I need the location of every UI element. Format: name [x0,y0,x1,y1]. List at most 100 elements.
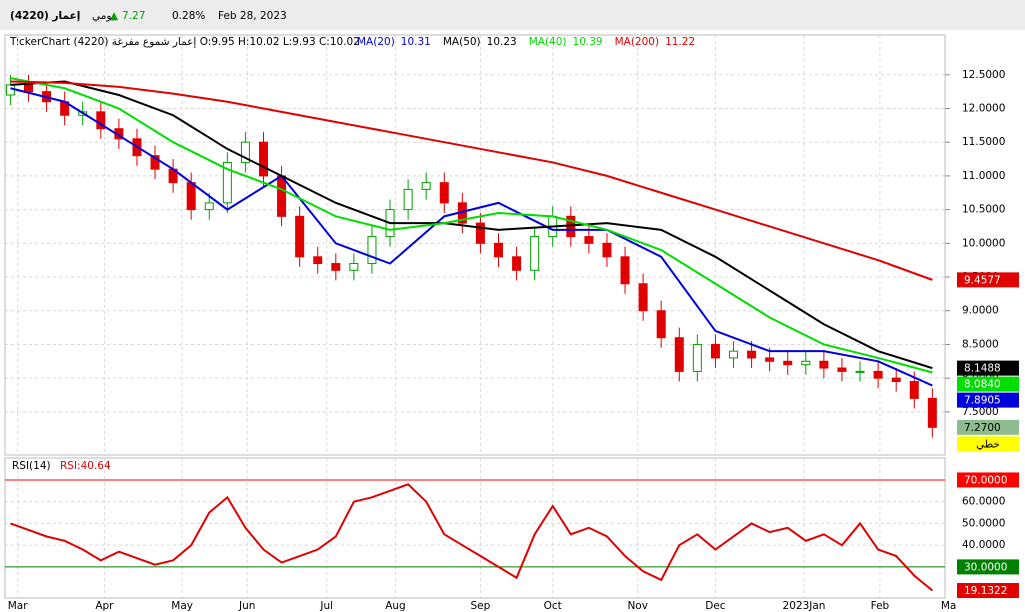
y-tick-label: 9.0000 [962,305,999,317]
x-tick-label: Aug [385,600,406,612]
x-tick-label: Apr [95,600,114,612]
value-badge [957,583,1019,599]
change-arrow: ▲ [110,10,119,22]
candle-body [331,263,341,271]
top-bar [0,0,1025,30]
y-tick-label: 12.0000 [962,102,1005,114]
x-tick-label: Dec [705,600,726,612]
rsi-pane [4,457,946,599]
rsi-current: RSI:40.64 [60,460,111,472]
value-badge-label: 8.1488 [964,363,1001,375]
candle-body [584,236,594,244]
candle-body [729,350,738,359]
y-tick-label: 50.0000 [962,517,1005,529]
candle-body [620,256,630,285]
scale-mode-badge [957,436,1019,452]
candle-body [891,377,901,383]
legend-title: TickerChart إعمار شموع مفرغة (4220) O:9.… [9,36,360,48]
x-tick-label: Mar [8,600,28,612]
legend-value: 10.23 [487,36,517,48]
candle-body [277,175,287,217]
candle-body [349,263,359,271]
candle-body [421,182,431,190]
y-tick-label: 60.0000 [962,496,1005,508]
line [10,77,933,374]
y-tick-label: 12.5000 [962,69,1005,81]
candle-body [909,381,919,399]
candle-body [530,236,540,271]
candle-body [674,337,684,372]
value-badge-label: 9.4577 [964,274,1001,286]
candle-body [855,370,865,373]
legend-name: MA(200) [615,36,659,48]
candle-body [295,215,305,258]
value-badge-label: 8.0840 [964,379,1001,391]
candle-body [765,357,775,362]
x-tick-label: Jun [238,600,255,612]
candle-body [204,202,214,211]
value-badge [957,472,1019,488]
candle-body [710,343,720,359]
value-badge-label: 30.0000 [964,561,1007,573]
price-pane [4,34,946,456]
value-badge-label: 19.1322 [964,585,1007,597]
y-tick-label: 11.5000 [962,136,1005,148]
value-badge-label: 7.2700 [964,422,1001,434]
y-tick-label: 10.5000 [962,204,1005,216]
candle-body [313,256,323,265]
legend-value: 10.31 [401,36,431,48]
candle-body [240,141,250,163]
candle-body [747,350,757,359]
scale-mode: خطي [976,438,1000,450]
candle-body [837,367,847,372]
candle-body [494,242,503,258]
y-tick-label: 8.5000 [962,338,999,350]
x-tick-label: 2023Jan [783,600,826,612]
x-tick-label: Ma [941,600,957,612]
value-badge-label: 70.0000 [964,474,1007,486]
value-badge [957,360,1019,376]
candle-body [873,370,883,379]
change: 0.28% [172,10,205,22]
legend-name: MA(40) [529,36,567,48]
line [10,87,933,387]
candle-body [439,182,449,204]
candle-body [692,343,702,372]
candle-body [475,222,485,244]
date: Feb 28, 2023 [218,10,287,22]
legend-value: 11.22 [665,36,695,48]
candle-body [186,182,196,211]
line [10,483,933,592]
line [10,80,933,281]
candle-body [222,161,232,204]
x-tick-label: Oct [544,600,562,612]
legend-name: MA(20) [357,36,395,48]
x-tick-label: Nov [627,600,648,612]
y-tick-label: 40.0000 [962,539,1005,551]
candle-body [602,242,612,258]
x-tick-label: Jul [319,600,333,612]
x-tick-label: Feb [871,600,890,612]
candle-body [367,236,377,265]
value-badge [957,376,1019,392]
value-badge [957,272,1019,288]
symbol: إعمار (4220) [10,10,80,22]
line [10,80,933,370]
value-badge [957,392,1019,408]
candle-body [801,360,811,366]
value-badge [957,559,1019,575]
candle-body [96,111,106,130]
y-tick-label: 11.0000 [962,170,1005,182]
candle-body [259,141,268,177]
x-tick-label: May [171,600,193,612]
legend-name: MA(50) [443,36,481,48]
y-tick-label: 10.0000 [962,237,1005,249]
legend-value: 10.39 [573,36,603,48]
candle-body [927,397,937,428]
candle-body [656,310,666,339]
candle-body [819,360,829,369]
rsi-title: RSI(14) [12,460,51,472]
x-tick-label: Sep [471,600,491,612]
